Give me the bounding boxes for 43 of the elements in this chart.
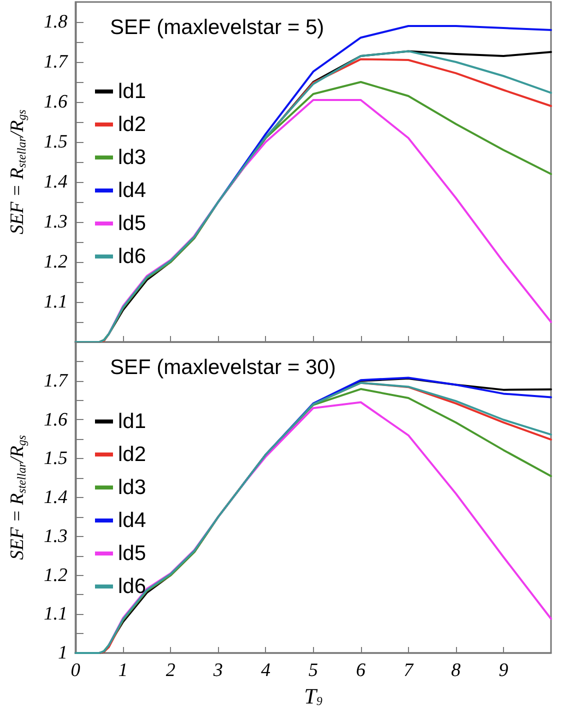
text: SEF (maxlevelstar = 30) [110, 356, 336, 379]
x-tick-label: 6 [356, 660, 366, 681]
legend-label: ld5 [118, 212, 146, 235]
y-tick-label: 1.1 [44, 604, 68, 625]
y-tick-label: 1.2 [44, 564, 68, 586]
x-tick-label: 9 [498, 660, 509, 681]
legend-label: ld2 [118, 113, 146, 136]
y-tick-label: 1.3 [44, 526, 68, 547]
y-axis-title: SEF = Rstellar/Rgs [7, 434, 28, 560]
y-tick-label: 1.7 [44, 370, 69, 392]
legend-label: ld3 [118, 476, 146, 499]
x-axis-title: T9 [304, 684, 322, 708]
y-axis-title: SEF = Rstellar/Rgs [7, 109, 28, 234]
legend-label: ld1 [118, 80, 146, 103]
y-tick-label: 1.5 [44, 132, 68, 152]
legend-label: ld4 [118, 509, 146, 532]
legend-label: ld3 [118, 146, 146, 169]
y-tick-label: 1.6 [44, 92, 68, 112]
y-tick-label: 1.2 [44, 252, 68, 272]
y-tick-label: 1.1 [44, 292, 68, 312]
legend-label: ld6 [118, 245, 146, 268]
legend-label: ld2 [118, 443, 146, 466]
y-tick-label: 1.4 [44, 487, 68, 508]
x-tick-label: 5 [308, 660, 318, 681]
x-tick-label: 2 [166, 660, 176, 681]
y-tick-label: 1.6 [44, 409, 68, 430]
legend-label: ld5 [118, 542, 146, 565]
x-tick-label: 4 [260, 660, 271, 681]
legend-label: ld6 [118, 575, 146, 598]
legend-label: ld1 [118, 410, 146, 433]
x-tick-label: 8 [451, 660, 462, 681]
y-tick-label: 1.8 [44, 12, 68, 32]
y-tick-label: 1.3 [44, 212, 68, 232]
legend-label: ld4 [118, 179, 146, 202]
x-tick-label: 7 [404, 660, 415, 681]
y-tick-label: 1.7 [44, 52, 69, 72]
x-tick-label: 3 [212, 660, 223, 681]
x-tick-label: 1 [118, 660, 128, 681]
x-tick-label: 0 [70, 660, 81, 681]
text: SEF (maxlevelstar = 5) [110, 16, 324, 39]
y-tick-label: 1.5 [44, 448, 68, 470]
y-tick-label: 1.4 [44, 172, 68, 192]
y-tick-label: 1 [58, 642, 68, 664]
